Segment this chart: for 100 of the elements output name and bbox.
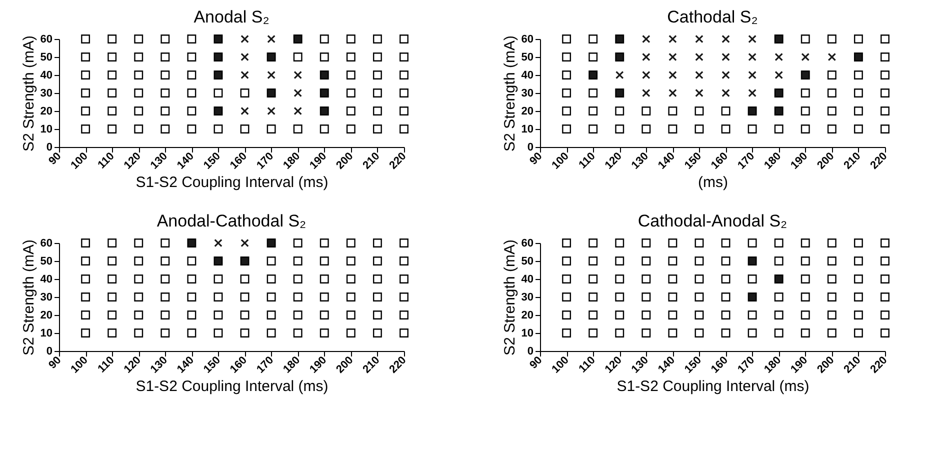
point bbox=[372, 52, 382, 62]
x-tick-label: 190 bbox=[308, 150, 330, 172]
point bbox=[854, 52, 863, 62]
x-tick-label: 130 bbox=[629, 150, 651, 172]
x-tick-label: 160 bbox=[709, 150, 731, 172]
x-tick-label: 180 bbox=[762, 354, 784, 376]
y-tick-label: 40 bbox=[40, 274, 52, 286]
point bbox=[695, 70, 704, 80]
point bbox=[588, 52, 598, 62]
point bbox=[588, 70, 598, 80]
point bbox=[854, 70, 863, 80]
x-tick-label: 200 bbox=[815, 150, 837, 172]
point bbox=[562, 34, 572, 44]
point bbox=[668, 34, 677, 44]
point bbox=[134, 124, 144, 134]
point bbox=[400, 88, 408, 98]
y-tick-label: 40 bbox=[521, 274, 534, 286]
point bbox=[320, 124, 329, 134]
x-tick-label: 100 bbox=[550, 354, 572, 376]
point bbox=[774, 70, 783, 80]
y-axis-title: S2 Strength (mA) bbox=[501, 36, 518, 152]
point bbox=[372, 88, 382, 98]
x-tick-label: 180 bbox=[762, 150, 784, 172]
y-tick-label: 50 bbox=[40, 256, 52, 268]
point bbox=[588, 124, 598, 134]
point bbox=[668, 106, 678, 116]
x-tick-label: 150 bbox=[682, 150, 704, 172]
point bbox=[214, 70, 223, 80]
y-tick-label: 50 bbox=[521, 52, 534, 64]
point bbox=[294, 88, 302, 98]
chart-title: Anodal-Cathodal S₂ bbox=[156, 211, 306, 230]
point bbox=[160, 88, 170, 98]
x-tick-label: 210 bbox=[360, 354, 382, 376]
x-tick-label: 220 bbox=[387, 354, 409, 376]
point bbox=[214, 106, 223, 116]
x-tick-label: 150 bbox=[682, 354, 704, 376]
chart-title: Cathodal S₂ bbox=[667, 7, 758, 26]
point bbox=[827, 88, 836, 98]
point bbox=[615, 124, 624, 134]
point bbox=[293, 124, 302, 134]
y-tick-label: 30 bbox=[40, 88, 52, 100]
point bbox=[880, 52, 890, 62]
point bbox=[562, 70, 572, 80]
point bbox=[615, 52, 624, 62]
point bbox=[320, 52, 329, 62]
point bbox=[588, 106, 598, 116]
point bbox=[81, 70, 90, 80]
point bbox=[774, 34, 784, 44]
point bbox=[880, 34, 890, 44]
point bbox=[615, 70, 624, 80]
point bbox=[588, 88, 598, 98]
point bbox=[214, 124, 223, 134]
y-tick-label: 10 bbox=[40, 328, 52, 340]
x-tick-label: 210 bbox=[360, 150, 382, 172]
y-tick-label: 40 bbox=[521, 70, 534, 82]
point bbox=[400, 106, 408, 116]
point bbox=[187, 106, 196, 116]
point bbox=[240, 70, 249, 80]
y-tick-label: 60 bbox=[40, 238, 52, 250]
point bbox=[800, 34, 810, 44]
point bbox=[642, 88, 650, 98]
x-axis-title: S1-S2 Coupling Interval (ms) bbox=[136, 378, 328, 396]
x-tick-label: 200 bbox=[815, 354, 837, 376]
point bbox=[722, 88, 730, 98]
point bbox=[854, 124, 863, 134]
point bbox=[827, 34, 836, 44]
y-tick-label: 20 bbox=[521, 106, 534, 118]
x-tick-label: 170 bbox=[736, 150, 758, 172]
x-tick-label: 120 bbox=[602, 354, 624, 376]
point bbox=[400, 34, 408, 44]
point bbox=[372, 70, 382, 80]
x-tick-label: 120 bbox=[602, 150, 624, 172]
point bbox=[293, 34, 302, 44]
point bbox=[346, 34, 356, 44]
x-tick-label: 110 bbox=[576, 354, 598, 376]
y-tick-label: 30 bbox=[40, 292, 52, 304]
x-tick-label: 120 bbox=[122, 354, 144, 376]
x-tick-label: 190 bbox=[788, 354, 810, 376]
point bbox=[187, 124, 196, 134]
point bbox=[562, 124, 572, 134]
point bbox=[827, 70, 836, 80]
point bbox=[346, 124, 356, 134]
x-tick-label: 160 bbox=[228, 354, 250, 376]
x-tick-label: 180 bbox=[281, 354, 303, 376]
chart-title: Anodal S₂ bbox=[194, 7, 270, 26]
point bbox=[748, 256, 757, 266]
point bbox=[615, 34, 624, 44]
point bbox=[134, 52, 144, 62]
point bbox=[800, 88, 810, 98]
point bbox=[400, 124, 408, 134]
point bbox=[880, 88, 890, 98]
x-tick-label: 190 bbox=[788, 150, 810, 172]
y-tick-label: 20 bbox=[40, 106, 52, 118]
point bbox=[800, 70, 810, 80]
point bbox=[694, 106, 704, 116]
point bbox=[346, 106, 356, 116]
point bbox=[134, 88, 144, 98]
point bbox=[668, 124, 678, 134]
point bbox=[134, 70, 144, 80]
point bbox=[108, 88, 117, 98]
